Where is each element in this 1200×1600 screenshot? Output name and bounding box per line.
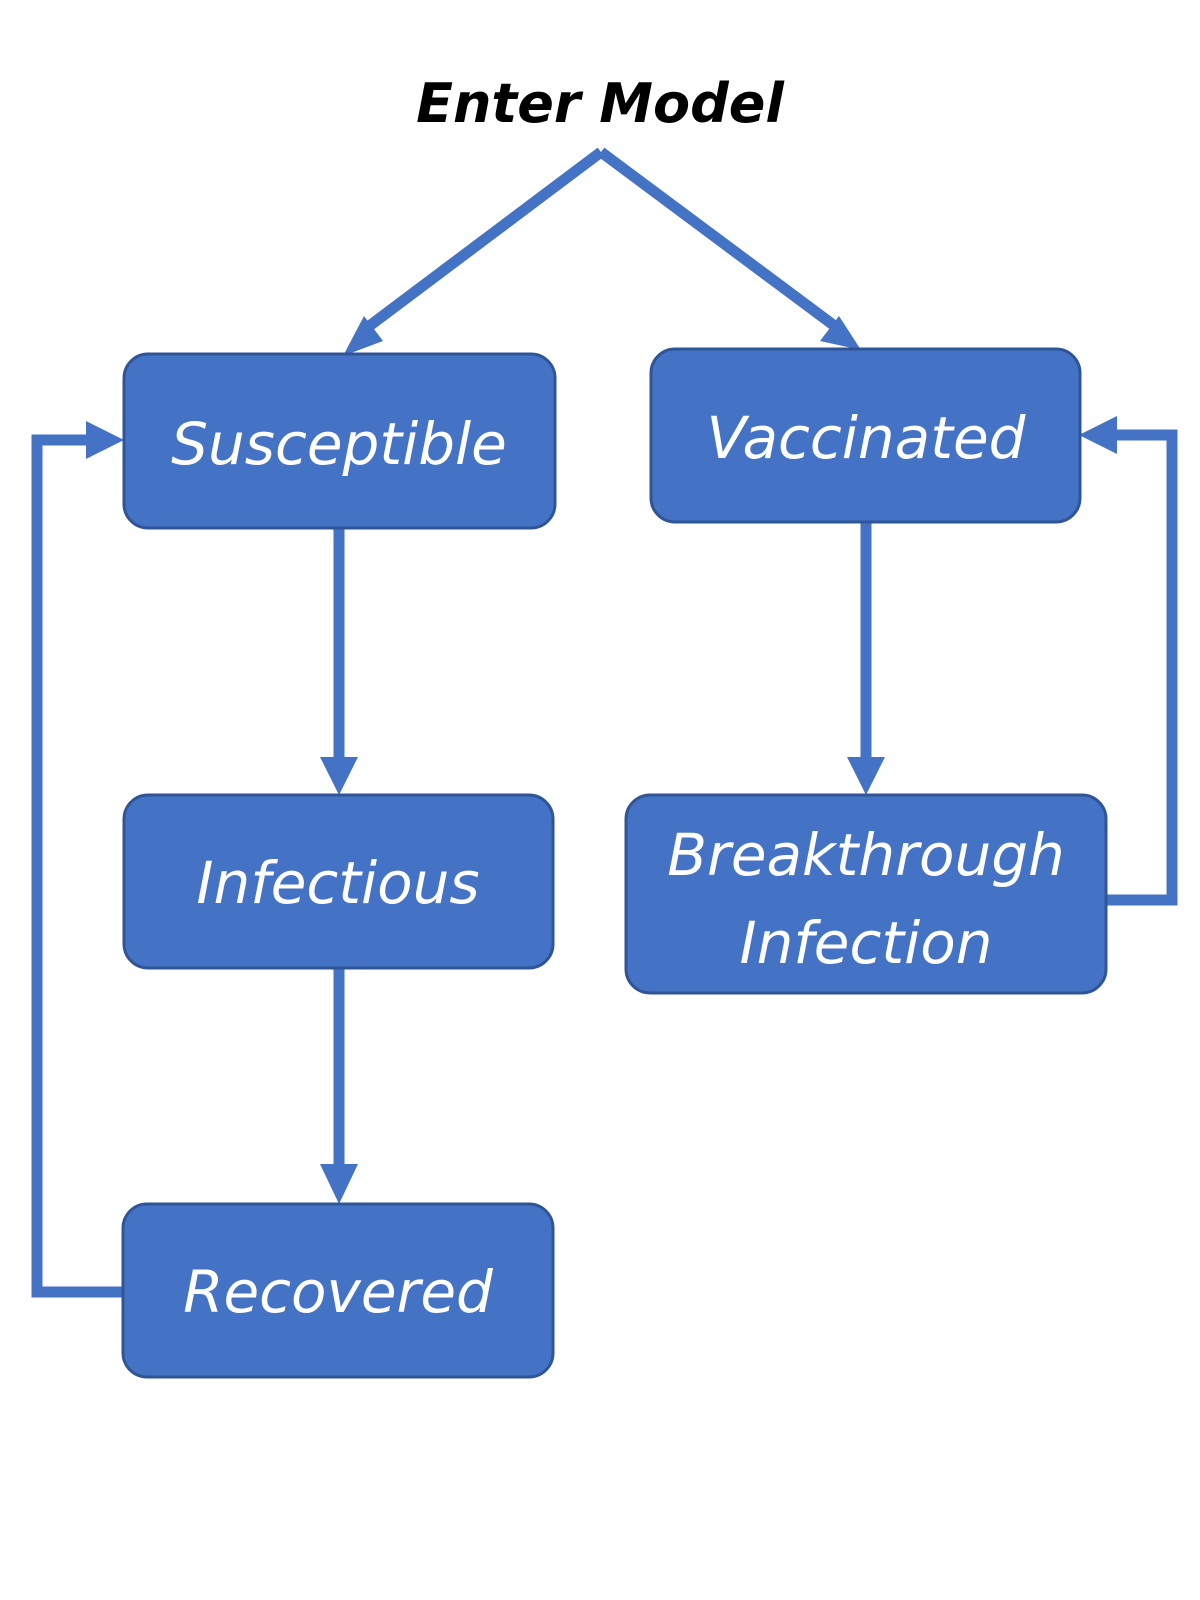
node-vaccinated: Vaccinated — [649, 347, 1082, 524]
node-breakthrough-label-line2: Infection — [740, 909, 993, 977]
node-recovered: Recovered — [121, 1202, 555, 1379]
arrow-infectious-to-recovered — [320, 968, 358, 1204]
node-infectious-label: Infectious — [196, 849, 479, 917]
node-vaccinated-label: Vaccinated — [707, 404, 1027, 472]
node-infectious: Infectious — [122, 793, 555, 970]
node-recovered-label: Recovered — [183, 1258, 494, 1326]
arrow-susceptible-to-infectious — [320, 528, 358, 795]
node-breakthrough-label-line1: Breakthrough — [667, 821, 1065, 889]
arrow-breakthrough-to-vaccinated — [1079, 416, 1178, 906]
arrow-enter-to-susceptible — [343, 147, 605, 356]
node-susceptible-label: Susceptible — [171, 410, 507, 478]
node-susceptible: Susceptible — [122, 352, 557, 530]
arrow-enter-to-vaccinated — [597, 147, 861, 350]
arrow-vaccinated-to-breakthrough — [847, 522, 885, 795]
node-breakthrough-infection: Breakthrough Infection — [624, 793, 1108, 995]
arrow-recovered-to-susceptible — [31, 421, 124, 1298]
diagram-title: Enter Model — [416, 72, 785, 135]
